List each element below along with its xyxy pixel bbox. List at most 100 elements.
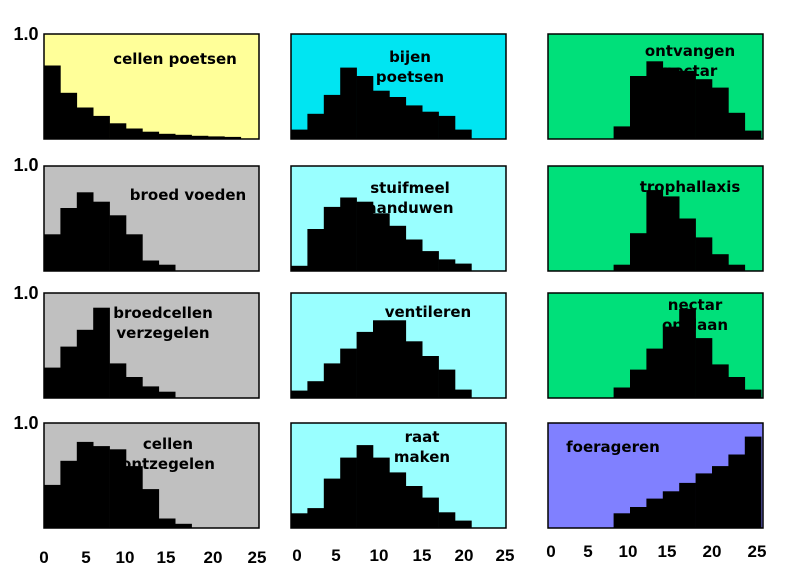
bar	[679, 218, 696, 271]
bar	[679, 482, 696, 528]
bar	[728, 377, 746, 398]
chart-panel: trophallaxis	[547, 165, 764, 272]
bar	[109, 449, 127, 529]
bar	[405, 341, 423, 398]
x-tick-label: 5	[583, 542, 592, 561]
bar	[630, 76, 647, 139]
panel-title-line: ontvangen	[645, 42, 735, 60]
bar	[613, 513, 631, 528]
bar	[728, 264, 746, 271]
bar	[438, 259, 456, 271]
bar	[455, 263, 472, 271]
panel-title-line: trophallaxis	[640, 178, 741, 196]
bar	[356, 76, 374, 139]
y-tick-label: 1.0	[13, 155, 38, 175]
x-tick-label: 0	[39, 548, 48, 567]
bar	[76, 107, 94, 139]
bar	[109, 123, 127, 140]
bar	[373, 213, 390, 272]
bar	[158, 264, 176, 271]
bar	[323, 206, 341, 271]
bar	[662, 326, 680, 398]
panel-title-line: bijen	[389, 48, 431, 66]
bar	[93, 446, 110, 528]
bar	[356, 445, 374, 529]
bar	[422, 356, 439, 398]
bar	[93, 307, 110, 398]
bar	[662, 196, 680, 271]
bar	[744, 436, 762, 528]
bar	[405, 486, 423, 528]
y-tick-label: 1.0	[13, 413, 38, 433]
chart-panel: cellen ontzegelen 1.0	[13, 413, 260, 529]
chart-panel: bijen poetsen	[290, 33, 507, 140]
panel-title-line: opslaan	[662, 316, 728, 334]
bar	[307, 508, 325, 528]
x-tick-label: 0	[546, 542, 555, 561]
y-tick-label: 1.0	[13, 283, 38, 303]
bar	[455, 520, 472, 528]
chart-panel: broedcellen verzegelen 1.0	[13, 283, 260, 399]
bar	[438, 512, 456, 529]
panel-title-line: broed voeden	[130, 186, 246, 204]
bar	[291, 390, 308, 398]
panel-title-line: nectar	[663, 62, 718, 80]
bar	[405, 105, 423, 139]
bar	[695, 473, 713, 528]
bar	[438, 115, 456, 139]
bar	[191, 135, 209, 139]
x-tick-label: 5	[81, 548, 90, 567]
bar	[109, 363, 127, 398]
bar	[646, 348, 664, 398]
bar	[44, 65, 61, 139]
bar	[76, 192, 94, 272]
bar	[712, 254, 729, 271]
bar	[340, 197, 357, 271]
bar	[44, 484, 61, 528]
bar	[60, 460, 78, 528]
bar	[158, 391, 176, 398]
bar	[695, 237, 713, 271]
bar	[323, 363, 341, 398]
bar	[630, 507, 647, 528]
bar	[695, 338, 713, 398]
bar	[307, 113, 325, 139]
bar	[44, 367, 61, 398]
panel-title-line: cellen poetsen	[113, 50, 237, 68]
bar	[613, 387, 631, 398]
x-tick-label: 20	[703, 542, 722, 561]
bar	[158, 518, 176, 528]
bar	[323, 478, 341, 528]
chart-panel: nectar opslaan	[547, 292, 764, 399]
bar	[630, 233, 647, 271]
panel-title-line: aanduwen	[366, 199, 453, 217]
bar	[744, 130, 762, 139]
bar	[646, 190, 664, 271]
x-tick-label: 10	[370, 546, 389, 565]
bar	[126, 128, 143, 139]
chart-panel: broed voeden 1.0	[13, 155, 260, 272]
bar	[60, 346, 78, 398]
bar	[646, 498, 664, 528]
chart-panel: raat maken	[290, 422, 507, 529]
chart-panel: ontvangen nectar	[547, 33, 764, 140]
bar	[76, 329, 94, 399]
bar	[613, 126, 631, 139]
bar	[389, 320, 407, 398]
chart-panel: stuifmeel aanduwen	[290, 165, 507, 272]
bar	[224, 136, 242, 139]
bar	[142, 489, 160, 528]
x-tick-label: 10	[619, 542, 638, 561]
bar	[340, 348, 357, 398]
panel-title-line: ventileren	[385, 303, 472, 321]
bar	[422, 111, 439, 139]
bar	[646, 61, 664, 139]
panel-title-line: raat	[405, 428, 440, 446]
bar	[728, 454, 746, 528]
bar	[126, 234, 143, 272]
bar	[208, 136, 225, 139]
bar	[323, 94, 341, 139]
x-tick-label: 0	[292, 546, 301, 565]
bar	[389, 97, 407, 139]
